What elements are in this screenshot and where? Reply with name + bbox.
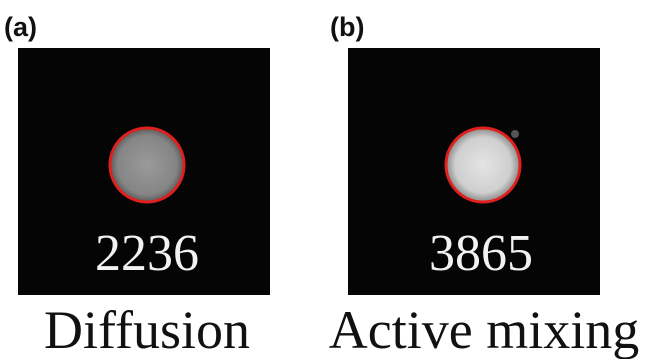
caption: Active mixing (329, 300, 639, 359)
droplet (446, 128, 520, 202)
droplet (110, 128, 184, 202)
panel-label: (a) (4, 12, 37, 42)
page: {"panels": [ {"label": "(a)", "value": "… (0, 0, 664, 359)
panel-b: (b) 3865 Active mixing (329, 12, 639, 359)
panel-a: (a) 2236 Diffusion (4, 12, 270, 359)
caption: Diffusion (44, 300, 250, 359)
speck (511, 130, 519, 138)
panel-label: (b) (330, 12, 364, 42)
intensity-value: 3865 (429, 225, 533, 282)
intensity-value: 2236 (95, 225, 199, 282)
figure: (a) 2236 Diffusion (b) 3865 Active mixin… (0, 0, 664, 359)
